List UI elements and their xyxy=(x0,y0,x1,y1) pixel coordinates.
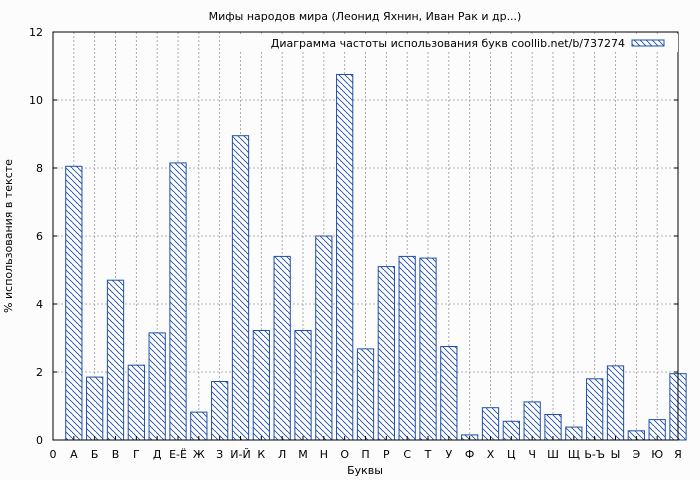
bar-Ч xyxy=(523,401,541,441)
bar-Б xyxy=(86,376,104,441)
x-tick-label: К xyxy=(257,448,265,461)
x-tick-label: Д xyxy=(153,448,162,461)
x-tick-label: А xyxy=(70,448,78,461)
bar-М xyxy=(294,330,312,441)
x-tick-label: Н xyxy=(320,448,328,461)
bars-layer xyxy=(65,74,687,441)
x-tick-label: Ш xyxy=(547,448,559,461)
bar-С xyxy=(398,255,416,441)
chart-title: Мифы народов мира (Леонид Яхнин, Иван Ра… xyxy=(209,10,522,23)
x-tick-label: Е-Ё xyxy=(169,448,187,461)
bar-Е-Ё xyxy=(169,162,187,441)
bar-У xyxy=(440,346,458,441)
bar-Д xyxy=(148,332,166,441)
y-tick-label: 6 xyxy=(36,230,43,243)
legend-swatch xyxy=(631,39,665,47)
y-tick-label: 10 xyxy=(29,94,43,107)
x-tick-label: П xyxy=(361,448,369,461)
x-tick-label: З xyxy=(216,448,223,461)
y-tick-label: 12 xyxy=(29,26,43,39)
x-tick-label: Э xyxy=(632,448,640,461)
x-tick-label: У xyxy=(445,448,452,461)
x-tick-label: Ф xyxy=(465,448,474,461)
y-tick-label: 8 xyxy=(36,162,43,175)
y-tick-label: 2 xyxy=(36,366,43,379)
bar-В xyxy=(106,279,125,441)
x-tick-label: Я xyxy=(674,448,682,461)
x-tick-label: Ж xyxy=(193,448,205,461)
x-tick-label: М xyxy=(298,448,308,461)
bar-К xyxy=(252,330,270,441)
x-tick-label: 0 xyxy=(50,448,57,461)
legend-background xyxy=(240,34,678,52)
legend: Диаграмма частоты использования букв coo… xyxy=(240,34,678,52)
bar-О xyxy=(336,74,354,441)
y-axis-ticks: 0 2 4 6 8 10 12 xyxy=(29,26,678,447)
x-tick-label: Ц xyxy=(507,448,516,461)
x-tick-label: Р xyxy=(383,448,390,461)
x-tick-label: Г xyxy=(133,448,140,461)
bar-Н xyxy=(315,235,333,441)
x-tick-label: С xyxy=(403,448,411,461)
x-axis-ticks: 0 А Б В Г Д Е-Ё Ж З И-Й К Л М Н О П Р С Т У Ф Х Ц Ч Ш Щ Ь-Ъ Ы Э Ю Я xyxy=(50,436,682,461)
bar-Ы xyxy=(606,365,625,441)
x-tick-label: И-Й xyxy=(230,448,250,461)
bar-Х xyxy=(481,407,500,441)
x-tick-label: Х xyxy=(487,448,495,461)
x-tick-label: Ь-Ъ xyxy=(584,448,605,461)
bar-Г xyxy=(127,364,145,441)
x-tick-label: О xyxy=(340,448,349,461)
x-tick-label: Т xyxy=(424,448,432,461)
y-axis-label: % использования в тексте xyxy=(2,159,15,313)
x-tick-label: В xyxy=(112,448,120,461)
x-tick-label: Л xyxy=(278,448,286,461)
x-tick-label: Ч xyxy=(528,448,536,461)
y-tick-label: 0 xyxy=(36,434,43,447)
x-tick-label: Ы xyxy=(611,448,621,461)
bar-И-Й xyxy=(231,135,250,441)
legend-label: Диаграмма частоты использования букв coo… xyxy=(271,37,625,50)
bar-Ж xyxy=(190,411,208,441)
x-tick-label: Ю xyxy=(651,448,663,461)
bar-Ь-Ъ xyxy=(586,378,604,441)
x-axis-label: Буквы xyxy=(347,464,383,477)
x-tick-label: Б xyxy=(91,448,99,461)
bar-З xyxy=(211,381,229,441)
y-tick-label: 4 xyxy=(36,298,43,311)
bar-П xyxy=(356,348,375,441)
bar-Л xyxy=(273,255,291,441)
bar-А xyxy=(65,165,83,441)
bar-Т xyxy=(419,257,437,441)
x-tick-label: Щ xyxy=(568,448,580,461)
bar-Р xyxy=(377,266,395,441)
